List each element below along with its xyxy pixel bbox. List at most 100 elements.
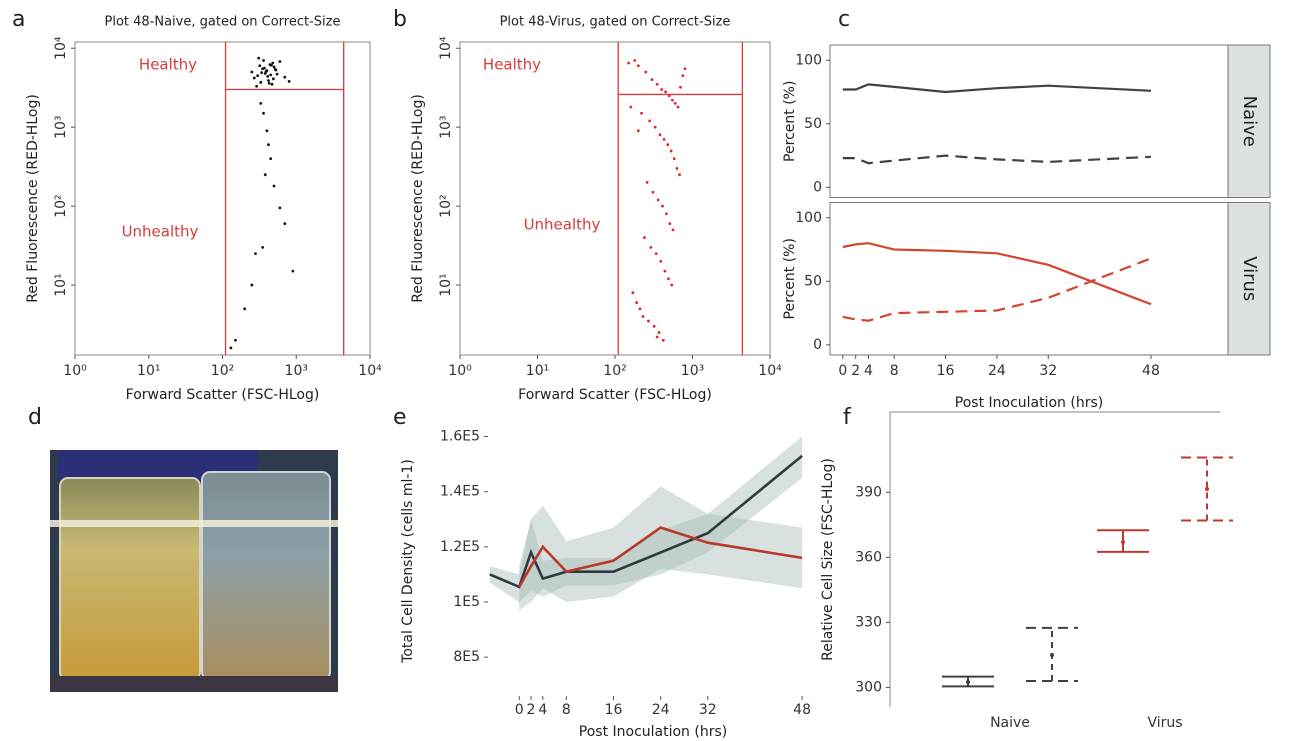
point	[662, 138, 666, 141]
point	[256, 74, 260, 78]
x-tick-label: 10¹	[526, 363, 549, 379]
x-tick-label: 10²	[603, 363, 626, 379]
point	[675, 167, 679, 170]
point	[655, 335, 659, 339]
y-tick-label: 10⁴	[438, 36, 454, 60]
x-tick-label: 24	[988, 363, 1006, 379]
facet-label: Virus	[1239, 256, 1260, 301]
point	[259, 102, 263, 105]
x-tick-label: 10⁴	[358, 363, 382, 379]
point	[263, 66, 266, 70]
y-tick-label: 10²	[53, 194, 69, 217]
x-axis-label: Post Inoculation (hrs)	[955, 395, 1103, 411]
point	[269, 73, 273, 77]
point	[643, 236, 646, 239]
x-tick-label: 10⁰	[63, 363, 87, 379]
annotation: Unhealthy	[122, 223, 199, 241]
x-tick-label: Virus	[1147, 715, 1182, 731]
point	[269, 63, 273, 67]
x-tick-label: 10⁴	[758, 363, 782, 379]
x-tick-label: Naive	[990, 715, 1030, 731]
point	[655, 82, 659, 86]
x-tick-label: 10³	[681, 363, 704, 379]
point	[254, 252, 257, 256]
x-tick-label: 48	[793, 702, 811, 718]
y-axis-label: Percent (%)	[782, 81, 798, 162]
y-tick-label: 8E5	[453, 649, 480, 665]
point	[629, 105, 633, 109]
point	[659, 259, 663, 263]
chart-title: Plot 48-Virus, gated on Correct-Size	[500, 15, 731, 30]
y-tick-label: 0	[813, 337, 822, 353]
y-tick-label: 0	[813, 179, 822, 195]
x-tick-label: 32	[1039, 363, 1057, 379]
point	[644, 70, 648, 74]
point	[681, 74, 685, 78]
y-tick-label: 1.2E5	[440, 539, 480, 555]
point	[668, 222, 672, 226]
point	[257, 56, 261, 60]
point	[657, 331, 661, 334]
point	[648, 119, 652, 123]
point	[270, 82, 274, 86]
panel-letter: a	[12, 7, 25, 32]
point	[287, 80, 291, 83]
x-tick-label: 4	[864, 363, 873, 379]
point	[652, 324, 656, 328]
point	[656, 198, 660, 202]
point	[631, 291, 635, 295]
annotation: Healthy	[139, 56, 197, 74]
x-tick-label: 4	[538, 702, 547, 718]
point	[663, 269, 667, 273]
point	[666, 143, 670, 147]
x-tick-label: 24	[652, 702, 670, 718]
point	[670, 98, 674, 102]
point	[660, 88, 664, 91]
y-tick-label: 10³	[53, 115, 69, 138]
x-tick-label: 16	[937, 363, 955, 379]
point	[667, 94, 671, 98]
y-tick-label: 10²	[438, 194, 454, 217]
point	[647, 319, 650, 323]
y-tick-label: 10⁴	[53, 36, 69, 60]
line	[518, 526, 803, 588]
point	[661, 204, 664, 208]
point	[664, 212, 668, 216]
annotation: Healthy	[483, 56, 541, 74]
point	[653, 125, 657, 129]
point	[255, 84, 259, 88]
point	[272, 184, 276, 188]
point	[278, 206, 282, 210]
range-mid	[966, 680, 970, 685]
x-tick-label: 10³	[285, 363, 308, 379]
y-axis-label: Red Fluorescence (RED-HLog)	[410, 94, 426, 303]
y-tick-label: 50	[804, 273, 822, 289]
point	[633, 59, 637, 62]
point	[229, 346, 233, 350]
point	[641, 315, 645, 318]
range-mid	[1121, 540, 1125, 545]
point	[651, 190, 655, 194]
point	[283, 75, 287, 79]
line	[842, 257, 1152, 322]
point	[267, 81, 271, 85]
line	[842, 154, 1152, 165]
x-axis-label: Forward Scatter (FSC-HLog)	[518, 387, 712, 403]
x-tick-label: 10⁰	[448, 363, 472, 379]
x-tick-label: 0	[838, 363, 847, 379]
point	[263, 173, 267, 177]
point	[679, 85, 682, 89]
photo	[50, 450, 338, 692]
y-tick-label: 100	[795, 52, 822, 68]
point	[670, 283, 674, 287]
panel-letter: b	[393, 7, 407, 32]
point	[654, 252, 658, 256]
x-tick-label: 8	[890, 363, 899, 379]
x-axis-label: Forward Scatter (FSC-HLog)	[126, 387, 320, 403]
panel-letter: d	[28, 405, 42, 430]
x-tick-label: 0	[515, 702, 524, 718]
x-tick-label: 32	[699, 702, 717, 718]
point	[649, 245, 653, 249]
